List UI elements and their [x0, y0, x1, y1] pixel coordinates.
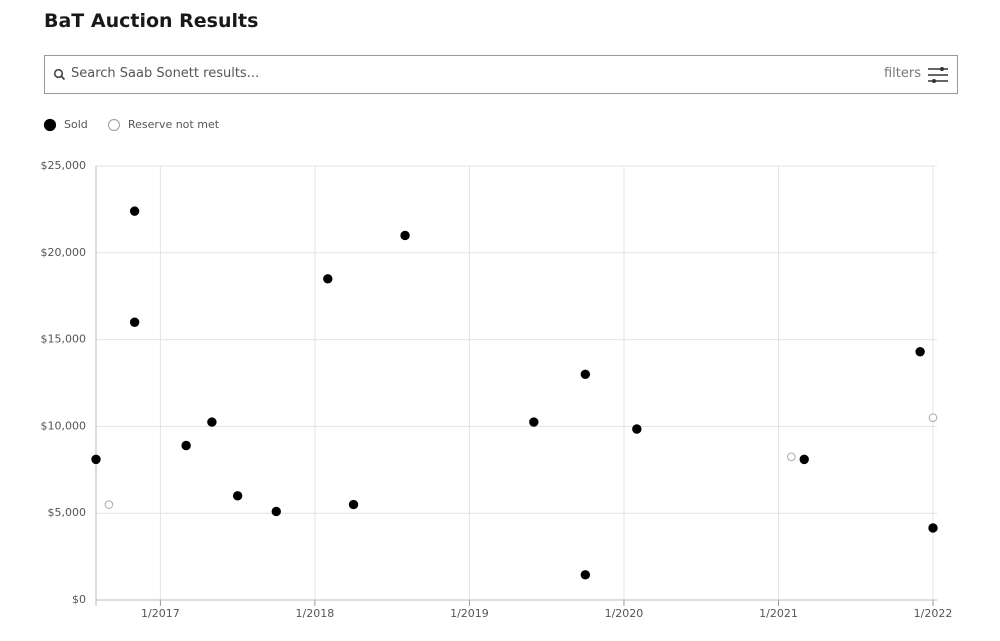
- y-tick-label: $15,000: [41, 333, 87, 346]
- search-bar[interactable]: Search Saab Sonett results... filters: [44, 55, 958, 94]
- x-tick-label: 1/2017: [141, 607, 180, 620]
- legend-label: Sold: [64, 118, 88, 131]
- data-point: [915, 347, 925, 357]
- chart: Sold Reserve not met $0 $5,000 $10,000 $15,00…: [41, 118, 953, 620]
- legend-label: Reserve not met: [128, 118, 220, 131]
- data-point: [232, 491, 243, 501]
- x-tick-label: 1/2022: [914, 607, 953, 620]
- legend-marker: [107, 118, 121, 132]
- data-point: [348, 499, 359, 510]
- y-tick-label: $25,000: [41, 159, 87, 172]
- data-point: [207, 417, 217, 427]
- x-tick-label: 1/2019: [450, 607, 489, 620]
- data-point: [632, 424, 642, 434]
- data-point: [529, 417, 539, 427]
- legend-marker: [43, 118, 57, 132]
- data-point: [799, 454, 809, 465]
- data-point: [928, 523, 938, 533]
- data-point: [181, 440, 191, 451]
- data-point: [271, 506, 281, 517]
- data-point: [129, 317, 140, 327]
- x-tick-label: 1/2018: [296, 607, 335, 620]
- data-point: [787, 452, 796, 462]
- data-point: [104, 500, 114, 509]
- y-tick-label: $0: [72, 593, 86, 606]
- y-tick-label: $20,000: [41, 246, 87, 259]
- data-point: [928, 413, 938, 423]
- filters-button[interactable]: filters: [883, 66, 921, 81]
- data-point: [580, 570, 591, 580]
- search-placeholder: Search Saab Sonett results...: [71, 66, 260, 81]
- search-icon: [53, 68, 66, 81]
- x-tick-label: 1/2021: [759, 607, 798, 620]
- x-tick-label: 1/2020: [605, 607, 644, 620]
- data-point: [400, 230, 410, 241]
- y-tick-label: $5,000: [48, 506, 87, 519]
- page-title: BaT Auction Results: [44, 10, 259, 32]
- y-tick-label: $10,000: [41, 419, 87, 432]
- filters-icon[interactable]: [927, 65, 949, 85]
- data-point: [129, 206, 140, 216]
- data-point: [580, 369, 591, 380]
- data-point: [91, 454, 101, 465]
- data-point: [323, 274, 333, 284]
